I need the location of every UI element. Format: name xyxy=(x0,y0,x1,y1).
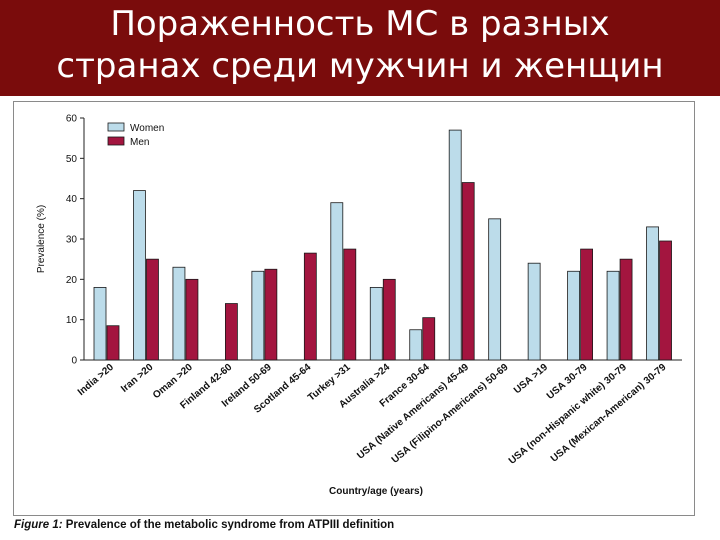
bar-men xyxy=(303,252,317,361)
bar-women xyxy=(527,262,541,361)
y-tick-label: 50 xyxy=(66,154,78,165)
legend-swatch-women xyxy=(107,122,125,132)
figure-caption-text: Prevalence of the metabolic syndrome fro… xyxy=(62,519,395,531)
bar-women xyxy=(133,190,146,361)
bar-men xyxy=(185,278,199,361)
y-tick-label: 30 xyxy=(66,235,78,246)
bar-women xyxy=(606,270,620,361)
bar-women xyxy=(567,270,580,361)
bar-women xyxy=(251,270,265,361)
bar-women xyxy=(93,286,107,361)
y-tick-label: 60 xyxy=(66,114,78,125)
bar-men xyxy=(343,248,357,361)
bar-women xyxy=(448,129,462,361)
bar-men xyxy=(264,268,278,361)
bar-men xyxy=(224,303,238,361)
x-category-label: USA >19 xyxy=(512,362,550,397)
y-tick-label: 20 xyxy=(66,275,78,286)
legend-label-women: Women xyxy=(130,123,164,134)
bar-men xyxy=(659,240,672,361)
figure-caption-label: Figure 1: xyxy=(14,519,63,531)
bar-men xyxy=(382,278,396,361)
bar-men xyxy=(422,317,436,361)
bar-women xyxy=(409,329,423,361)
legend-label-men: Men xyxy=(130,137,149,148)
y-tick-label: 10 xyxy=(66,315,78,326)
x-category-label: Iran >20 xyxy=(119,362,156,395)
bar-men xyxy=(580,248,593,361)
bar-women xyxy=(488,218,502,361)
slide-title-line-1: Пораженность МС в разных xyxy=(110,4,610,44)
y-tick-label: 0 xyxy=(71,356,77,367)
chart-frame: 0 10 20 30 40 50 60 Prevalence (%) Country/age (… xyxy=(13,101,695,516)
x-category-label: India >20 xyxy=(76,362,116,398)
bar-men xyxy=(146,258,159,361)
bar-men xyxy=(619,258,633,361)
slide-title-bar: Пораженность МС в разных странах среди м… xyxy=(0,0,720,96)
x-axis-title: Country/age (years) xyxy=(329,486,423,497)
bar-women xyxy=(369,286,383,361)
legend-swatch-men xyxy=(107,136,125,146)
y-tick-label: 40 xyxy=(66,194,78,205)
y-axis-title: Prevalence (%) xyxy=(36,205,47,273)
bar-women xyxy=(172,266,186,361)
slide-title-line-2: странах среди мужчин и женщин xyxy=(56,46,664,86)
bar-women xyxy=(646,226,659,361)
figure-caption: Figure 1: Prevalence of the metabolic sy… xyxy=(14,519,394,531)
prevalence-bar-chart: 0 10 20 30 40 50 60 Prevalence (%) Country/age (… xyxy=(36,114,682,497)
bar-men xyxy=(106,325,120,361)
bar-men xyxy=(461,182,475,361)
bar-women xyxy=(330,202,344,361)
